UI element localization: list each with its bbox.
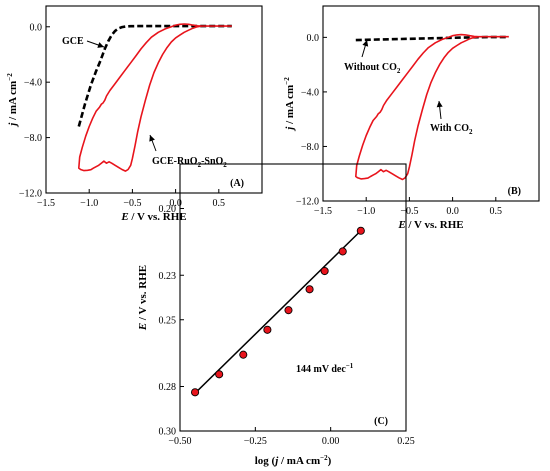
x-tick-label: 0.0 xyxy=(169,198,182,209)
x-tick-label: 0.5 xyxy=(213,198,226,209)
x-tick-label: −1.0 xyxy=(357,206,375,217)
y-axis-label: j / mA cm−2 xyxy=(6,73,19,128)
arrow-ruo2-sno2-head xyxy=(149,135,155,142)
red-cv-curve xyxy=(354,33,509,181)
y-tick-label: −8.0 xyxy=(24,133,42,144)
tafel-slope-annotation: 144 mV dec−1 xyxy=(296,362,354,375)
arrow-with-co2-head xyxy=(436,101,443,108)
data-point xyxy=(305,285,314,294)
plot-frame xyxy=(45,5,263,194)
y-tick-label: −8.0 xyxy=(301,142,319,153)
data-point xyxy=(284,306,293,315)
x-tick-label: −1.5 xyxy=(314,206,332,217)
panel-c-chart: −0.50 −0.25 0.00 0.25 0.20 0.23 0.25 0.28 0.30 (C… xyxy=(137,163,415,467)
x-tick-label: −1.0 xyxy=(80,198,98,209)
tafel-fit-line xyxy=(194,230,362,394)
legend-label-gce: GCE xyxy=(62,36,84,47)
data-point xyxy=(239,350,248,359)
panel-b-chart: −1.5 −1.0 −0.5 0.0 0.5 0.0 −4.0 −8.0 −12.0 (B) E /… xyxy=(283,5,540,231)
legend-label-without-co2: Without CO2 xyxy=(344,62,401,75)
y-tick-label: 0.23 xyxy=(159,271,177,282)
y-axis-label: j / mA cm−2 xyxy=(283,77,296,132)
x-tick-label: −0.25 xyxy=(244,436,267,447)
panel-label: (B) xyxy=(508,186,521,197)
y-tick-label: 0.0 xyxy=(307,33,320,44)
y-tick-label: −4.0 xyxy=(301,87,319,98)
y-tick-label: 0.20 xyxy=(159,204,177,215)
x-tick-label: 0.5 xyxy=(490,206,503,217)
dashed-cv-curve xyxy=(77,24,232,127)
plot-frame xyxy=(322,5,540,202)
x-tick-label: −0.5 xyxy=(123,198,141,209)
data-point xyxy=(320,266,329,276)
x-tick-label: −0.50 xyxy=(168,436,191,447)
y-tick-label: 0.0 xyxy=(30,22,43,33)
data-point xyxy=(356,226,365,235)
panel-label: (A) xyxy=(230,178,244,189)
legend-label-with-co2: With CO2 xyxy=(430,123,473,136)
red-cv-curve xyxy=(78,23,232,172)
x-axis-label: E / V vs. RHE xyxy=(397,219,463,231)
x-tick-label: 0.25 xyxy=(397,436,415,447)
x-tick-label: −0.5 xyxy=(400,206,418,217)
panel-label: (C) xyxy=(374,416,388,427)
y-axis-label: E / V vs. RHE xyxy=(137,265,149,331)
arrow-without-co2-head xyxy=(362,40,369,47)
y-tick-label: 0.25 xyxy=(159,315,177,326)
x-tick-label: 0.00 xyxy=(322,436,340,447)
x-tick-label: 0.0 xyxy=(446,206,459,217)
data-point xyxy=(191,388,200,397)
data-point xyxy=(338,247,347,256)
x-axis-label: log (j / mA cm−2) xyxy=(255,454,332,467)
plot-frame xyxy=(179,163,407,432)
arrow-gce-head xyxy=(97,42,104,48)
y-tick-label: −12.0 xyxy=(19,189,42,200)
data-point xyxy=(263,325,272,334)
y-tick-label: −12.0 xyxy=(296,197,319,208)
y-tick-label: 0.30 xyxy=(159,427,177,438)
data-point xyxy=(215,370,224,379)
y-tick-label: −4.0 xyxy=(24,78,42,89)
x-axis-label: E / V vs. RHE xyxy=(120,211,186,223)
panel-a-chart: −1.5 −1.0 −0.5 0.0 0.5 0.0 −4.0 −8.0 −12.0 (A) E /… xyxy=(6,5,263,223)
y-tick-label: 0.28 xyxy=(159,382,177,393)
x-tick-label: −1.5 xyxy=(37,198,55,209)
legend-label-ruo2-sno2: GCE-RuO2-SnO2 xyxy=(152,156,227,169)
